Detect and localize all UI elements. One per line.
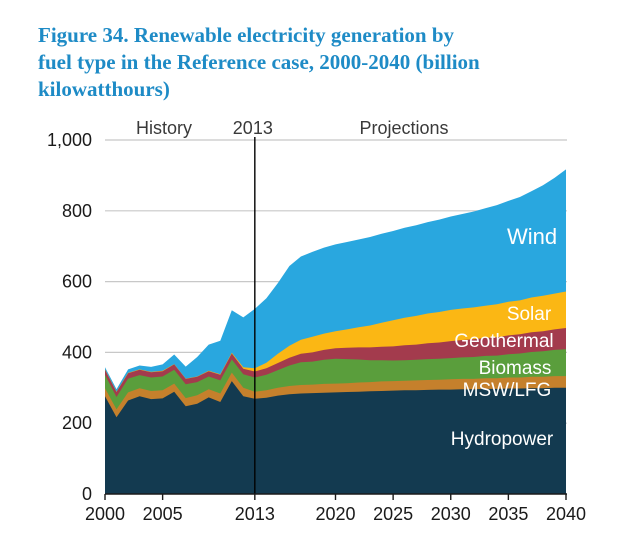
projections-label: Projections: [359, 118, 448, 138]
x-tick-label-2000: 2000: [85, 504, 125, 524]
y-tick-label-400: 400: [62, 342, 92, 362]
x-tick-label-2030: 2030: [431, 504, 471, 524]
biomass-area-label: Biomass: [479, 358, 552, 379]
solar-area-label: Solar: [507, 304, 552, 325]
x-tick-label-2013: 2013: [235, 504, 275, 524]
x-tick-label-2035: 2035: [488, 504, 528, 524]
x-tick-label-2005: 2005: [143, 504, 183, 524]
y-tick-label-600: 600: [62, 272, 92, 292]
divider-year-label: 2013: [233, 118, 273, 138]
geothermal-area-label: Geothermal: [454, 331, 553, 352]
x-tick-label-2020: 2020: [315, 504, 355, 524]
y-tick-label-200: 200: [62, 413, 92, 433]
figure-title: Figure 34. Renewable electricity generat…: [38, 23, 480, 101]
y-tick-label-800: 800: [62, 201, 92, 221]
y-tick-label-0: 0: [82, 484, 92, 504]
x-tick-label-2040: 2040: [546, 504, 586, 524]
area-hydropower: [105, 381, 566, 494]
wind-area-label: Wind: [507, 224, 557, 249]
x-tick-label-2025: 2025: [373, 504, 413, 524]
hydropower-area-label: Hydropower: [451, 429, 554, 450]
history-label: History: [136, 118, 192, 138]
y-tick-label-1,000: 1,000: [47, 130, 92, 150]
msw-lfg-area-label: MSW/LFG: [463, 380, 552, 401]
